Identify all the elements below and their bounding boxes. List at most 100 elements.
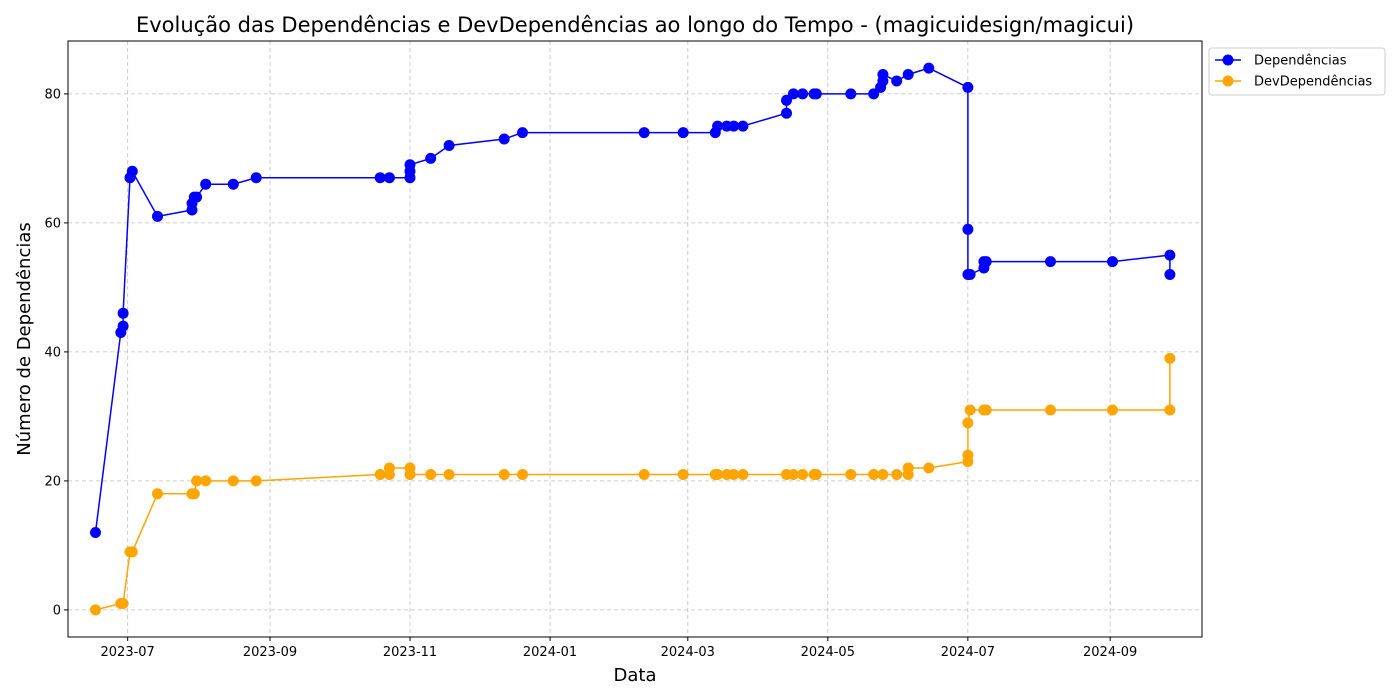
data-point-dependencias: [923, 62, 935, 74]
data-point-dependencias: [117, 320, 129, 332]
legend-marker-devdependencias: [1222, 75, 1234, 87]
data-point-devdependencias: [227, 475, 239, 487]
data-point-devdependencias: [1107, 404, 1118, 416]
data-point-devdependencias: [425, 469, 437, 480]
data-point-devdependencias: [980, 404, 992, 416]
data-point-devdependencias: [797, 469, 809, 480]
data-point-dependencias: [1045, 256, 1056, 268]
y-tick-label: 20: [44, 474, 61, 489]
data-point-dependencias: [250, 172, 262, 184]
y-tick-label: 0: [53, 603, 61, 618]
data-point-devdependencias: [498, 469, 510, 480]
data-point-devdependencias: [891, 469, 903, 480]
data-point-dependencias: [90, 527, 101, 538]
data-point-dependencias: [498, 133, 510, 145]
data-point-dependencias: [980, 256, 992, 268]
data-point-devdependencias: [712, 469, 724, 480]
data-point-devdependencias: [677, 469, 689, 480]
data-point-dependencias: [152, 210, 163, 222]
data-point-devdependencias: [188, 488, 200, 500]
data-point-devdependencias: [902, 462, 914, 474]
data-point-dependencias: [374, 172, 386, 184]
x-axis-label: Data: [614, 665, 657, 686]
data-point-devdependencias: [962, 449, 974, 461]
data-point-devdependencias: [250, 475, 262, 487]
data-point-dependencias: [868, 88, 880, 100]
data-point-dependencias: [877, 69, 889, 80]
data-point-dependencias: [1107, 256, 1118, 268]
data-point-dependencias: [797, 88, 809, 100]
y-axis-label: Número de Dependências: [14, 222, 35, 456]
data-point-devdependencias: [200, 475, 212, 487]
data-point-dependencias: [383, 172, 395, 184]
data-point-devdependencias: [737, 469, 749, 480]
x-tick-label: 2023-09: [243, 645, 297, 660]
data-point-devdependencias: [117, 598, 129, 609]
data-point-dependencias: [677, 127, 689, 139]
data-point-dependencias: [425, 152, 437, 164]
y-tick-label: 40: [44, 345, 61, 360]
data-point-devdependencias: [964, 404, 976, 416]
data-point-devdependencias: [1045, 404, 1056, 416]
data-point-dependencias: [126, 165, 138, 177]
x-tick-label: 2023-07: [101, 645, 155, 660]
data-point-dependencias: [200, 178, 212, 190]
data-point-dependencias: [810, 88, 822, 100]
legend-box: [1208, 47, 1386, 96]
data-point-devdependencias: [877, 469, 889, 480]
legend: Dependências DevDependências: [1208, 47, 1386, 96]
data-point-dependencias: [404, 159, 416, 171]
data-point-devdependencias: [404, 469, 416, 480]
x-tick-label: 2023-11: [383, 645, 437, 660]
y-tick-label: 60: [44, 216, 61, 231]
data-point-dependencias: [845, 88, 857, 100]
data-point-devdependencias: [383, 462, 395, 474]
legend-label-dependencias: Dependências: [1254, 54, 1347, 69]
data-point-devdependencias: [191, 475, 203, 487]
data-point-devdependencias: [1164, 404, 1176, 416]
data-point-dependencias: [1164, 249, 1176, 261]
plot-frame: [67, 40, 1203, 638]
x-tick-label: 2024-07: [941, 645, 995, 660]
chart-title: Evolução das Dependências e DevDependênc…: [136, 13, 1134, 37]
data-point-devdependencias: [810, 469, 822, 480]
data-point-devdependencias: [1164, 352, 1176, 364]
plot-series: [90, 62, 1176, 616]
data-point-dependencias: [891, 75, 903, 87]
data-point-devdependencias: [787, 469, 799, 480]
data-point-dependencias: [638, 127, 650, 139]
data-point-dependencias: [787, 88, 799, 100]
data-point-devdependencias: [728, 469, 740, 480]
x-tick-label: 2024-03: [661, 645, 715, 660]
grid: [68, 41, 1202, 637]
data-point-dependencias: [227, 178, 239, 190]
legend-label-devdependencias: DevDependências: [1254, 75, 1372, 90]
series-line-dependencias: [94, 67, 1171, 533]
data-point-dependencias: [1164, 269, 1176, 280]
x-tick-label: 2024-01: [523, 645, 577, 660]
data-point-dependencias: [962, 81, 974, 93]
y-tick-label: 80: [44, 87, 61, 102]
data-point-devdependencias: [962, 417, 974, 429]
data-point-dependencias: [712, 120, 724, 132]
data-point-dependencias: [191, 191, 203, 203]
data-point-dependencias: [781, 107, 792, 119]
data-point-dependencias: [728, 120, 740, 132]
data-point-dependencias: [962, 223, 974, 235]
x-tick-label: 2024-09: [1083, 645, 1137, 660]
data-point-devdependencias: [90, 604, 101, 616]
data-point-dependencias: [781, 94, 792, 106]
axis-ticks: 2023-07 2023-09 2023-11 2024-01 2024-03 2024-…: [44, 87, 1137, 660]
legend-marker-dependencias: [1222, 54, 1234, 66]
x-tick-label: 2024-05: [801, 645, 855, 660]
data-point-dependencias: [443, 140, 455, 151]
data-point-devdependencias: [374, 469, 386, 480]
data-point-devdependencias: [126, 546, 138, 558]
data-point-dependencias: [964, 269, 976, 280]
data-point-devdependencias: [517, 469, 528, 480]
data-point-dependencias: [517, 127, 528, 139]
data-point-dependencias: [737, 120, 749, 132]
data-point-devdependencias: [443, 469, 455, 480]
data-point-devdependencias: [638, 469, 650, 480]
